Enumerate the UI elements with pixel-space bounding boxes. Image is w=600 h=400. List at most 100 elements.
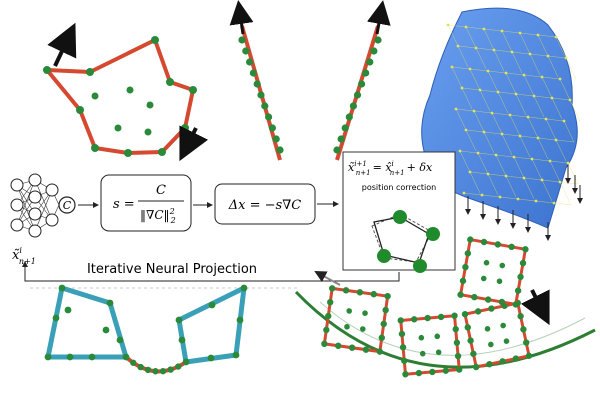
network-node bbox=[28, 224, 42, 238]
cloth-edge bbox=[515, 93, 535, 97]
particle bbox=[126, 86, 134, 94]
cloth-edge bbox=[559, 181, 571, 204]
particle bbox=[419, 350, 426, 357]
cloth-edge bbox=[509, 114, 521, 137]
particle bbox=[498, 298, 506, 306]
particle bbox=[341, 124, 349, 132]
pipeline: C s = C ‖∇C‖2 2 Δx = −s∇C x̃i+1 n+1 = x̂i n+… bbox=[10, 151, 456, 289]
particle bbox=[207, 354, 215, 362]
step-size-box bbox=[100, 174, 192, 232]
particle bbox=[399, 344, 407, 351]
cloth-edge bbox=[541, 76, 553, 99]
cloth-edge bbox=[537, 34, 549, 57]
particle bbox=[488, 305, 495, 312]
particle bbox=[175, 363, 182, 370]
force-arrow-down bbox=[179, 125, 209, 162]
particle bbox=[480, 275, 487, 282]
cloth-edge bbox=[551, 97, 563, 120]
particle bbox=[512, 355, 520, 362]
cloth-edge bbox=[529, 53, 541, 76]
particle bbox=[327, 299, 334, 306]
rod-polygon-particles bbox=[43, 36, 197, 157]
particle bbox=[116, 336, 124, 344]
cloth-edge bbox=[555, 139, 567, 162]
cloth-edge bbox=[451, 66, 471, 70]
particle bbox=[175, 316, 183, 324]
cloth-edge bbox=[509, 114, 529, 118]
particle bbox=[232, 351, 240, 359]
force-arrow-up bbox=[47, 22, 77, 67]
cloth-edge bbox=[457, 45, 469, 68]
stretched-rods-scene bbox=[229, 0, 391, 161]
particle bbox=[380, 320, 387, 328]
cloth-edge bbox=[493, 49, 513, 53]
particle bbox=[401, 357, 408, 365]
cloth-edge bbox=[465, 26, 485, 30]
particle bbox=[474, 308, 482, 315]
loop-title: Iterative Neural Projection bbox=[87, 262, 257, 277]
cloth-edge bbox=[499, 196, 519, 200]
rod-left-arrow bbox=[229, 0, 254, 35]
cloth-edge bbox=[555, 36, 567, 59]
particle bbox=[453, 339, 461, 346]
cloth-edge bbox=[549, 160, 561, 183]
update-formula: x̃i+1 n+1 = x̂i n+1 + δx bbox=[348, 160, 433, 177]
rod-polygon-scene bbox=[43, 22, 209, 162]
particle bbox=[151, 36, 159, 44]
particle bbox=[86, 68, 94, 76]
network-node bbox=[45, 213, 59, 227]
rigid-square-outline bbox=[458, 237, 528, 307]
cloth-edge bbox=[505, 72, 517, 95]
particle bbox=[362, 310, 368, 316]
cloth-edge bbox=[551, 97, 571, 101]
cloth-edge bbox=[527, 116, 547, 120]
cloth-edge bbox=[501, 133, 513, 156]
cloth-edge bbox=[513, 156, 533, 160]
particle bbox=[517, 312, 524, 320]
particle bbox=[488, 341, 494, 348]
particle bbox=[496, 278, 503, 285]
cloth-edge bbox=[545, 118, 565, 122]
cloth-edge bbox=[459, 150, 479, 154]
network-node bbox=[28, 190, 42, 204]
cloth-edge bbox=[501, 30, 513, 53]
particle bbox=[122, 353, 130, 361]
particle bbox=[333, 146, 341, 154]
particle bbox=[378, 334, 385, 341]
particle bbox=[335, 342, 342, 349]
particle bbox=[362, 346, 370, 353]
rigid-square bbox=[321, 285, 391, 355]
cloth-edge bbox=[487, 173, 499, 196]
cloth-edge bbox=[465, 26, 477, 49]
particle bbox=[366, 58, 374, 66]
rod-particles bbox=[238, 36, 382, 154]
particle bbox=[189, 86, 197, 94]
cloth-edge bbox=[519, 135, 539, 139]
network-node bbox=[28, 207, 42, 221]
particle bbox=[370, 291, 377, 298]
network-edge bbox=[34, 189, 53, 232]
particle bbox=[208, 301, 216, 309]
particle bbox=[360, 326, 366, 332]
particle bbox=[437, 313, 445, 321]
particle bbox=[253, 80, 261, 88]
particle bbox=[106, 299, 114, 307]
network-node bbox=[45, 183, 59, 197]
cloth-edge bbox=[461, 87, 481, 91]
cloth-edge bbox=[495, 154, 515, 158]
delta-box bbox=[214, 183, 316, 225]
bowl-inner-boundary bbox=[319, 301, 586, 356]
particle bbox=[246, 58, 254, 66]
cloth-edge bbox=[535, 200, 555, 204]
chain-particles bbox=[44, 284, 248, 375]
particle bbox=[342, 287, 350, 294]
rigid-quad-left bbox=[45, 285, 129, 360]
cloth-edge bbox=[455, 108, 467, 131]
particle bbox=[344, 324, 350, 330]
cloth-edge bbox=[533, 95, 553, 99]
particle bbox=[102, 326, 110, 334]
particle bbox=[158, 148, 166, 156]
cloth-edge bbox=[523, 177, 535, 200]
particle bbox=[181, 124, 189, 132]
particle bbox=[483, 259, 490, 266]
